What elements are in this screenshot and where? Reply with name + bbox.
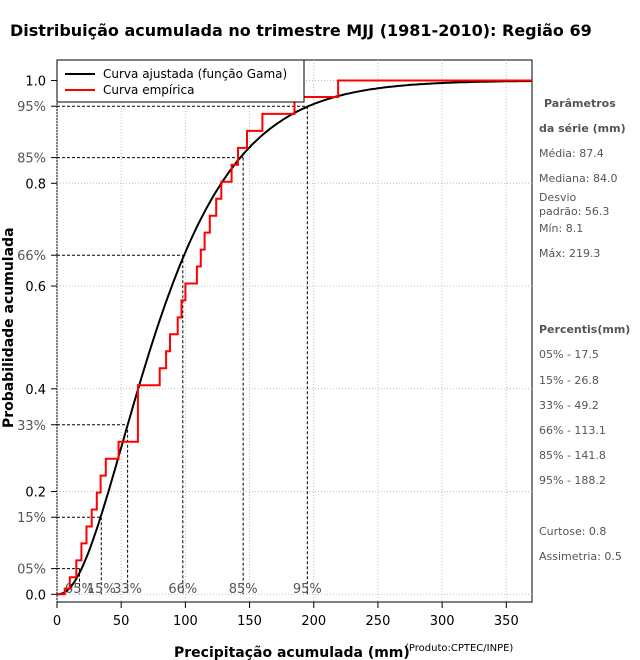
y-tick-label: 1.0 — [25, 75, 46, 90]
percentis-title: Percentis(mm) — [539, 323, 630, 336]
y-pct-tick-label: 05% — [17, 563, 46, 578]
percentile-lines — [57, 105, 308, 595]
y-tick-label: 0.0 — [25, 588, 46, 603]
param-assimetria: Assimetria: 0.5 — [539, 550, 622, 563]
x-pct-label: 85% — [229, 582, 258, 597]
x-tick-label: 0 — [53, 614, 61, 629]
x-tick-label: 50 — [113, 614, 130, 629]
y-pct-tick-label: 66% — [17, 249, 46, 264]
legend-label-gamma: Curva ajustada (função Gama) — [103, 67, 287, 81]
params-title-line2: da série (mm) — [539, 122, 626, 135]
y-tick-label: 0.8 — [25, 177, 46, 192]
series-empirical-curve — [57, 79, 532, 596]
x-tick-label: 300 — [430, 614, 455, 629]
legend-label-empirical: Curva empírica — [103, 83, 194, 97]
x-pct-label: 33% — [113, 582, 142, 597]
x-pct-label: 66% — [168, 582, 197, 597]
x-tick-label: 150 — [237, 614, 262, 629]
param-media: Média: 87.4 — [539, 147, 604, 160]
y-pct-tick-label: 33% — [17, 419, 46, 434]
y-tick-label: 0.6 — [25, 280, 46, 295]
x-tick-label: 200 — [301, 614, 326, 629]
param-max: Máx: 219.3 — [539, 247, 600, 260]
x-tick-label: 100 — [173, 614, 198, 629]
y-axis-ticks: 0.0 0.2 0.4 0.6 0.8 1.0 — [25, 75, 57, 603]
param-mediana: Mediana: 84.0 — [539, 172, 617, 185]
grid-vertical — [56, 60, 507, 602]
percentil-33: 33% - 49.2 — [539, 399, 599, 412]
param-min: Mín: 8.1 — [539, 222, 583, 235]
param-curtose: Curtose: 0.8 — [539, 525, 606, 538]
params-title-line1: Parâmetros — [544, 97, 616, 110]
percentil-66: 66% - 113.1 — [539, 424, 606, 437]
plot-frame — [56, 59, 533, 603]
percentil-05: 05% - 17.5 — [539, 348, 599, 361]
y-axis-percentile-ticks: 05% 15% 33% 66% 85% 95% — [17, 100, 57, 578]
x-tick-label: 250 — [366, 614, 391, 629]
credit-label: (Produto:CPTEC/INPE) — [405, 643, 513, 654]
param-desvio-line2: padrão: 56.3 — [539, 205, 609, 218]
y-tick-label: 0.2 — [25, 486, 46, 501]
side-panel: Parâmetros da série (mm) Média: 87.4 Med… — [539, 97, 630, 563]
y-pct-tick-label: 95% — [17, 100, 46, 115]
x-pct-label: 15% — [87, 582, 116, 597]
y-pct-tick-label: 85% — [17, 152, 46, 167]
x-axis-label: Precipitação acumulada (mm) — [174, 645, 410, 660]
legend: Curva ajustada (função Gama) Curva empír… — [56, 59, 305, 103]
param-desvio-line1: Desvio — [539, 191, 577, 204]
legend-box — [56, 59, 305, 103]
percentil-15: 15% - 26.8 — [539, 374, 599, 387]
x-pct-label: 95% — [293, 582, 322, 597]
x-tick-label: 350 — [494, 614, 519, 629]
y-tick-label: 0.4 — [25, 383, 46, 398]
y-axis-label: Probabilidade acumulada — [1, 227, 17, 428]
x-axis-ticks: 0 50 100 150 200 250 300 350 — [53, 602, 519, 629]
percentil-95: 95% - 188.2 — [539, 474, 606, 487]
y-pct-tick-label: 15% — [17, 511, 46, 526]
percentil-85: 85% - 141.8 — [539, 449, 606, 462]
chart-title: Distribuição acumulada no trimestre MJJ … — [10, 21, 592, 40]
